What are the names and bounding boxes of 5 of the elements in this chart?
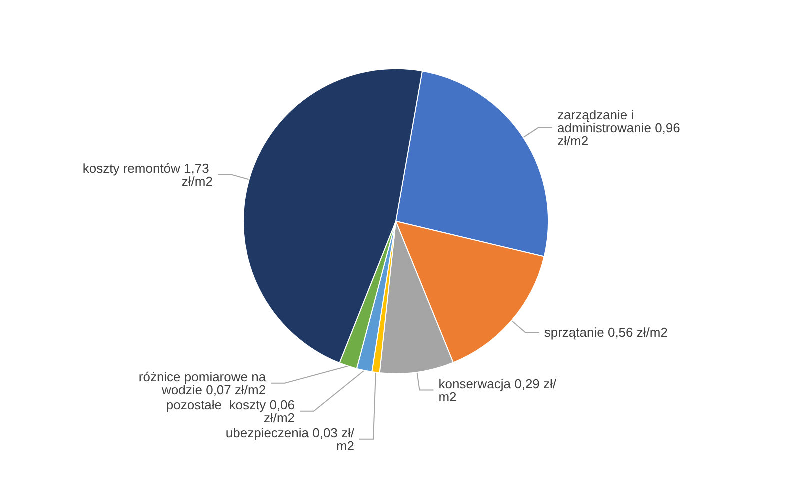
slice-label: sprzątanie 0,56 zł/m2 [544,324,668,340]
slice-label: zarządzanie i administrowanie 0,96 zł/m2 [558,107,684,148]
slice-label: ubezpieczenia 0,03 zł/m2 [226,425,355,454]
slice-label: konserwacja 0,29 zł/m2 [438,376,557,404]
slice-label: koszty remontów 1,73 zł/m2 [82,160,213,189]
